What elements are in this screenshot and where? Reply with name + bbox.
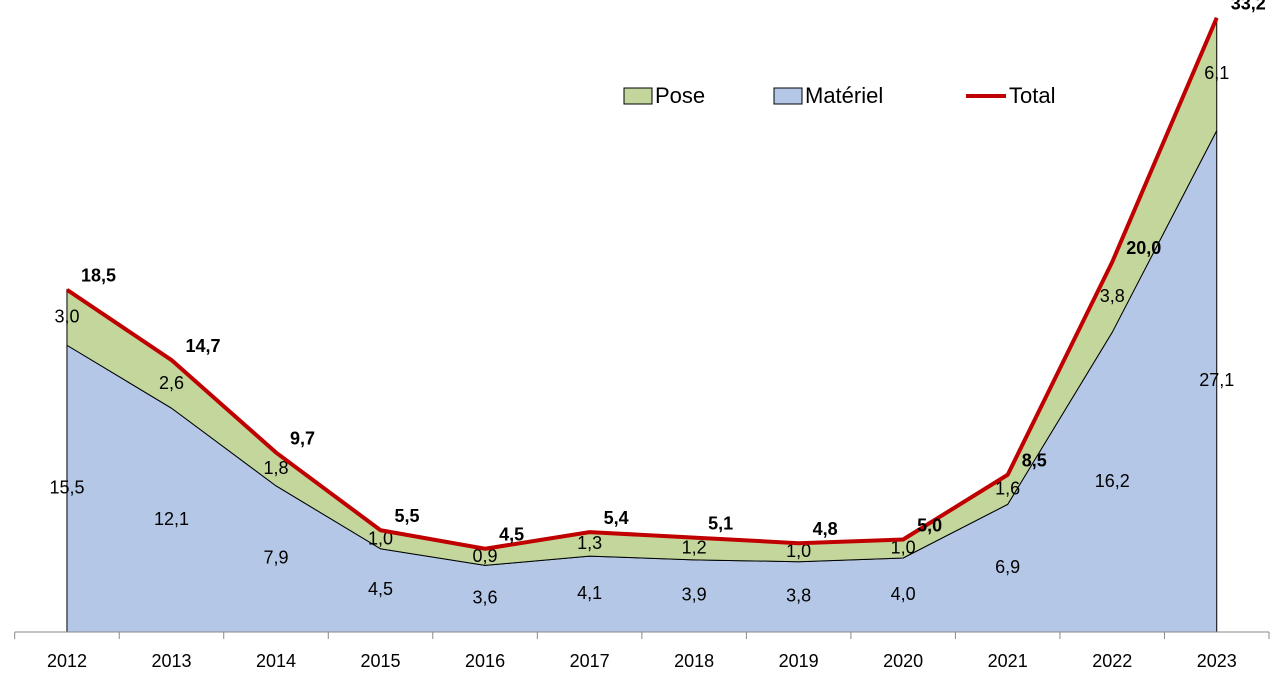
value-label: 1,8	[263, 458, 288, 478]
value-label: 1,3	[577, 533, 602, 553]
value-label: 5,1	[708, 513, 733, 533]
value-label: 0,9	[473, 546, 498, 566]
x-tick-label: 2014	[256, 651, 296, 671]
legend-label: Total	[1009, 83, 1055, 108]
value-label: 4,8	[813, 519, 838, 539]
x-tick-label: 2018	[674, 651, 714, 671]
value-label: 8,5	[1022, 451, 1047, 471]
value-label: 3,6	[473, 587, 498, 607]
value-label: 4,5	[368, 579, 393, 599]
legend-swatch	[773, 87, 803, 105]
x-tick-label: 2020	[883, 651, 923, 671]
value-label: 16,2	[1095, 471, 1130, 491]
value-label: 14,7	[185, 336, 220, 356]
value-label: 9,7	[290, 428, 315, 448]
x-tick-label: 2017	[570, 651, 610, 671]
x-tick-label: 2015	[361, 651, 401, 671]
x-tick-label: 2021	[988, 651, 1028, 671]
value-label: 5,4	[604, 508, 629, 528]
value-label: 27,1	[1199, 370, 1234, 390]
x-tick-label: 2012	[47, 651, 87, 671]
x-tick-label: 2023	[1197, 651, 1237, 671]
line	[65, 17, 1219, 551]
value-label: 1,0	[786, 541, 811, 561]
value-label: 33,2	[1231, 0, 1266, 14]
legend-label: Matériel	[805, 83, 883, 108]
value-label: 4,1	[577, 583, 602, 603]
value-label: 3,9	[682, 585, 707, 605]
value-label: 6,1	[1204, 63, 1229, 83]
value-label: 4,0	[891, 584, 916, 604]
value-label: 7,9	[263, 548, 288, 568]
x-tick-label: 2019	[779, 651, 819, 671]
legend-item: Total	[966, 83, 1055, 108]
value-label: 15,5	[49, 477, 84, 497]
x-tick-label: 2016	[465, 651, 505, 671]
x-tick-label: 2022	[1092, 651, 1132, 671]
value-label: 1,6	[995, 478, 1020, 498]
value-label: 18,5	[81, 266, 116, 286]
value-label: 6,9	[995, 557, 1020, 577]
legend-swatch	[623, 87, 653, 105]
value-label: 3,0	[54, 306, 79, 326]
x-tick-label: 2013	[151, 651, 191, 671]
value-label: 3,8	[1100, 286, 1125, 306]
value-label: 1,0	[891, 538, 916, 558]
legend-label: Pose	[655, 83, 705, 108]
value-label: 12,1	[154, 509, 189, 529]
value-label: 5,5	[395, 506, 420, 526]
value-label: 5,0	[917, 515, 942, 535]
value-label: 3,8	[786, 586, 811, 606]
legend-item: Pose	[623, 83, 705, 108]
value-label: 1,2	[682, 538, 707, 558]
value-label: 20,0	[1126, 238, 1161, 258]
value-label: 2,6	[159, 373, 184, 393]
value-label: 4,5	[499, 525, 524, 545]
legend-item: Matériel	[773, 83, 883, 108]
